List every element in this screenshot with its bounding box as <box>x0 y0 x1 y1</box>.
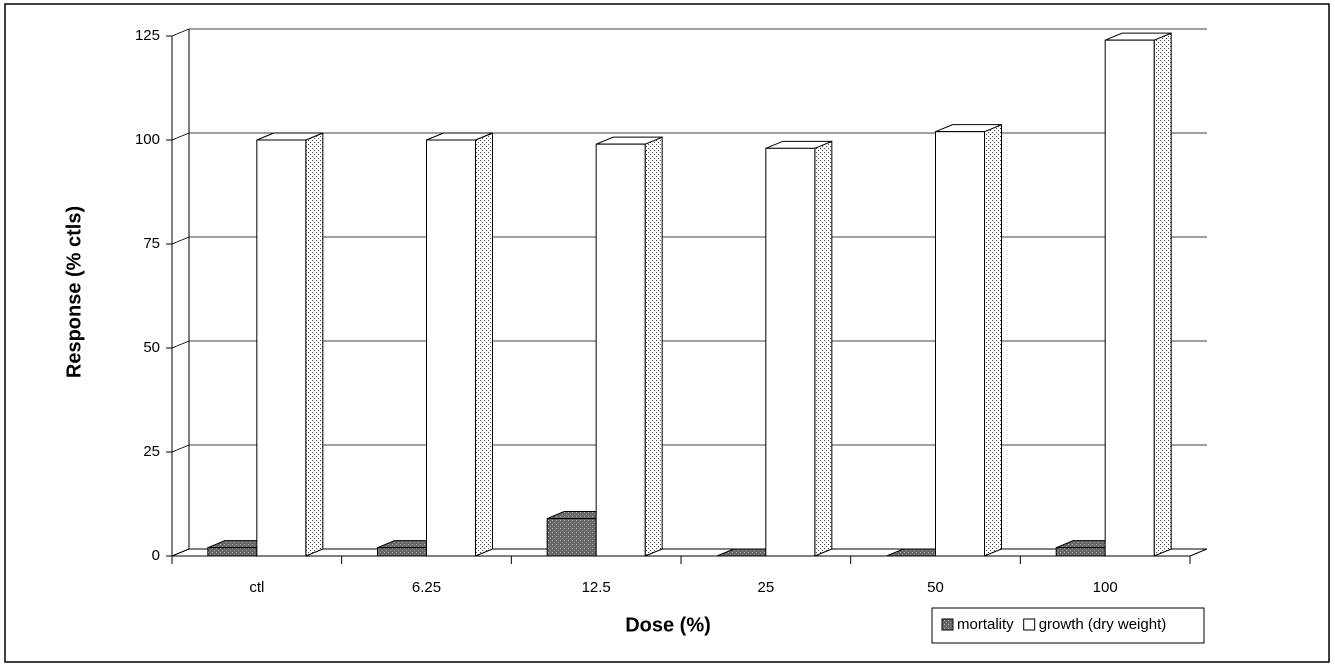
floor <box>171 548 1208 557</box>
bar <box>207 547 258 557</box>
bar <box>546 518 597 557</box>
bar <box>377 547 427 557</box>
legend-label: growth (dry weight) <box>1039 616 1167 633</box>
y-tick-label: 50 <box>143 339 160 356</box>
y-tick-label: 100 <box>135 131 160 148</box>
y-tick-label: 75 <box>143 235 160 252</box>
x-tick-label: 25 <box>757 579 774 596</box>
grid-diag <box>171 340 190 349</box>
grid-diag <box>171 444 190 453</box>
grid-diag <box>171 236 190 245</box>
bar <box>595 143 646 557</box>
bar <box>1055 547 1106 557</box>
x-tick-label: 50 <box>927 579 944 596</box>
legend-swatch <box>1023 618 1036 631</box>
y-tick-label: 0 <box>152 547 160 564</box>
y-axis-title: Response (% ctls) <box>63 206 85 378</box>
legend-label: mortality <box>957 616 1014 633</box>
x-tick-label: 6.25 <box>412 579 441 596</box>
grid-diag <box>171 28 190 37</box>
x-tick-label: ctl <box>249 579 264 596</box>
legend-swatch <box>941 618 954 631</box>
x-tick-label: 100 <box>1093 579 1118 596</box>
bar <box>256 139 307 557</box>
grid-diag <box>171 548 190 557</box>
y-tick-label: 25 <box>143 443 160 460</box>
frame <box>4 3 1330 663</box>
bar <box>765 147 816 557</box>
bar <box>426 139 476 557</box>
grid-diag <box>171 132 190 141</box>
bar <box>1104 39 1155 557</box>
x-axis-title: Dose (%) <box>625 614 711 636</box>
bar-side <box>475 132 493 557</box>
bar-side <box>305 132 324 557</box>
bar-side <box>814 140 833 557</box>
bar-side <box>1153 32 1172 557</box>
y-tick-label: 125 <box>135 27 160 44</box>
legend-box <box>931 607 1205 644</box>
bar <box>935 131 985 557</box>
bar-side <box>644 136 663 557</box>
x-tick-label: 12.5 <box>582 579 611 596</box>
bar-side <box>984 123 1002 557</box>
